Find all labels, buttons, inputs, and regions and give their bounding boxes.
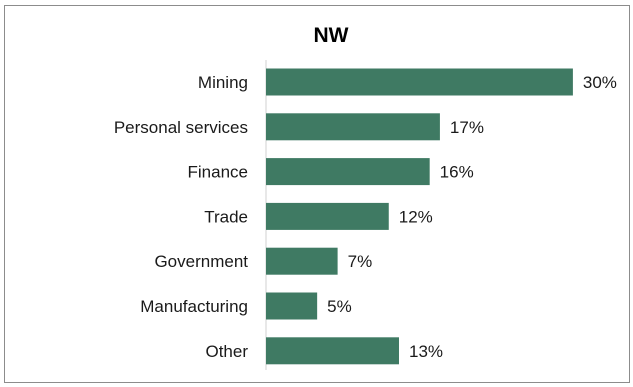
category-label: Finance [188, 163, 248, 182]
category-label: Personal services [114, 118, 248, 137]
bar [266, 158, 430, 186]
category-label: Government [154, 252, 248, 271]
chart-frame [4, 5, 630, 383]
value-label: 30% [583, 73, 617, 92]
bar [266, 247, 338, 275]
value-label: 16% [440, 163, 474, 182]
bar [266, 292, 318, 320]
value-label: 13% [409, 342, 443, 361]
category-label: Trade [204, 207, 248, 226]
category-label: Manufacturing [140, 297, 248, 316]
value-label: 12% [399, 207, 433, 226]
category-label: Mining [198, 73, 248, 92]
bar [266, 337, 399, 365]
value-label: 17% [450, 118, 484, 137]
chart-title: NW [314, 24, 349, 47]
bar [266, 68, 573, 96]
bar [266, 202, 389, 230]
bar [266, 113, 440, 141]
value-label: 5% [327, 297, 352, 316]
category-label: Other [205, 342, 248, 361]
bars-group: Mining 30% Personal services 17% Finance 16% T… [114, 68, 617, 365]
value-label: 7% [348, 252, 373, 271]
